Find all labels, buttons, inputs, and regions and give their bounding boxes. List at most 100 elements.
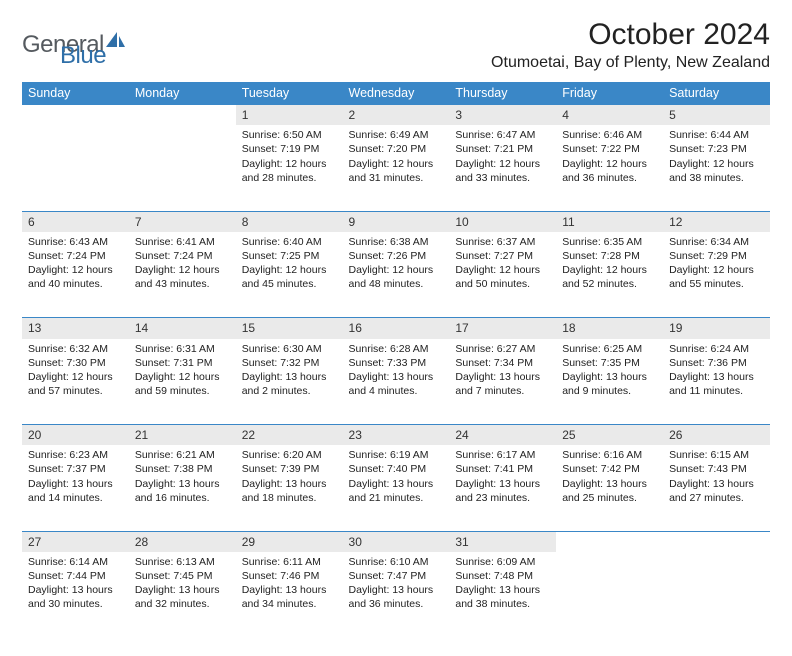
daylight-line: Daylight: 13 hours and 34 minutes. <box>242 583 337 611</box>
sunset-line: Sunset: 7:48 PM <box>455 569 550 583</box>
sunrise-line: Sunrise: 6:49 AM <box>349 128 444 142</box>
sunset-line: Sunset: 7:36 PM <box>669 356 764 370</box>
sunset-line: Sunset: 7:43 PM <box>669 462 764 476</box>
calendar-header-cell: Monday <box>129 82 236 105</box>
sunset-line: Sunset: 7:45 PM <box>135 569 230 583</box>
day-number-cell <box>129 105 236 126</box>
daylight-line: Daylight: 12 hours and 57 minutes. <box>28 370 123 398</box>
daylight-line: Daylight: 12 hours and 45 minutes. <box>242 263 337 291</box>
sunset-line: Sunset: 7:20 PM <box>349 142 444 156</box>
sunrise-line: Sunrise: 6:41 AM <box>135 235 230 249</box>
day-number-cell: 15 <box>236 318 343 339</box>
sunrise-line: Sunrise: 6:37 AM <box>455 235 550 249</box>
day-number-cell <box>663 531 770 552</box>
day-number-cell: 4 <box>556 105 663 126</box>
day-number-cell: 16 <box>343 318 450 339</box>
sunset-line: Sunset: 7:44 PM <box>28 569 123 583</box>
location: Otumoetai, Bay of Plenty, New Zealand <box>491 54 770 72</box>
day-content-cell: Sunrise: 6:11 AMSunset: 7:46 PMDaylight:… <box>236 552 343 638</box>
day-content-cell: Sunrise: 6:49 AMSunset: 7:20 PMDaylight:… <box>343 125 450 211</box>
sunrise-line: Sunrise: 6:13 AM <box>135 555 230 569</box>
daylight-line: Daylight: 12 hours and 28 minutes. <box>242 157 337 185</box>
day-content-cell: Sunrise: 6:20 AMSunset: 7:39 PMDaylight:… <box>236 445 343 531</box>
day-number-cell: 3 <box>449 105 556 126</box>
daylight-line: Daylight: 13 hours and 27 minutes. <box>669 477 764 505</box>
daylight-line: Daylight: 13 hours and 32 minutes. <box>135 583 230 611</box>
day-content-cell: Sunrise: 6:44 AMSunset: 7:23 PMDaylight:… <box>663 125 770 211</box>
day-number-cell <box>22 105 129 126</box>
calendar-daynum-row: 13141516171819 <box>22 318 770 339</box>
day-number-cell <box>556 531 663 552</box>
sunset-line: Sunset: 7:28 PM <box>562 249 657 263</box>
day-content-cell <box>663 552 770 638</box>
sunset-line: Sunset: 7:25 PM <box>242 249 337 263</box>
daylight-line: Daylight: 13 hours and 14 minutes. <box>28 477 123 505</box>
day-content-cell: Sunrise: 6:31 AMSunset: 7:31 PMDaylight:… <box>129 339 236 425</box>
sunset-line: Sunset: 7:40 PM <box>349 462 444 476</box>
day-content-cell: Sunrise: 6:21 AMSunset: 7:38 PMDaylight:… <box>129 445 236 531</box>
day-content-cell: Sunrise: 6:40 AMSunset: 7:25 PMDaylight:… <box>236 232 343 318</box>
sunrise-line: Sunrise: 6:27 AM <box>455 342 550 356</box>
daylight-line: Daylight: 12 hours and 55 minutes. <box>669 263 764 291</box>
day-content-cell: Sunrise: 6:17 AMSunset: 7:41 PMDaylight:… <box>449 445 556 531</box>
sunrise-line: Sunrise: 6:38 AM <box>349 235 444 249</box>
calendar-header-cell: Wednesday <box>343 82 450 105</box>
day-content-cell: Sunrise: 6:15 AMSunset: 7:43 PMDaylight:… <box>663 445 770 531</box>
sunset-line: Sunset: 7:47 PM <box>349 569 444 583</box>
logo-text-blue: Blue <box>60 42 106 70</box>
sunset-line: Sunset: 7:19 PM <box>242 142 337 156</box>
calendar-table: SundayMondayTuesdayWednesdayThursdayFrid… <box>22 82 770 638</box>
day-content-cell: Sunrise: 6:13 AMSunset: 7:45 PMDaylight:… <box>129 552 236 638</box>
calendar-content-row: Sunrise: 6:14 AMSunset: 7:44 PMDaylight:… <box>22 552 770 638</box>
daylight-line: Daylight: 12 hours and 36 minutes. <box>562 157 657 185</box>
sunrise-line: Sunrise: 6:50 AM <box>242 128 337 142</box>
calendar-header-cell: Friday <box>556 82 663 105</box>
day-content-cell: Sunrise: 6:14 AMSunset: 7:44 PMDaylight:… <box>22 552 129 638</box>
sunrise-line: Sunrise: 6:34 AM <box>669 235 764 249</box>
calendar-daynum-row: 12345 <box>22 105 770 126</box>
day-number-cell: 30 <box>343 531 450 552</box>
calendar-daynum-row: 2728293031 <box>22 531 770 552</box>
calendar-daynum-row: 6789101112 <box>22 211 770 232</box>
day-content-cell: Sunrise: 6:16 AMSunset: 7:42 PMDaylight:… <box>556 445 663 531</box>
day-content-cell: Sunrise: 6:37 AMSunset: 7:27 PMDaylight:… <box>449 232 556 318</box>
daylight-line: Daylight: 12 hours and 50 minutes. <box>455 263 550 291</box>
calendar-header-row: SundayMondayTuesdayWednesdayThursdayFrid… <box>22 82 770 105</box>
sunrise-line: Sunrise: 6:11 AM <box>242 555 337 569</box>
sunset-line: Sunset: 7:22 PM <box>562 142 657 156</box>
daylight-line: Daylight: 12 hours and 38 minutes. <box>669 157 764 185</box>
sunset-line: Sunset: 7:46 PM <box>242 569 337 583</box>
day-number-cell: 27 <box>22 531 129 552</box>
sunset-line: Sunset: 7:38 PM <box>135 462 230 476</box>
daylight-line: Daylight: 12 hours and 31 minutes. <box>349 157 444 185</box>
sunset-line: Sunset: 7:29 PM <box>669 249 764 263</box>
sunrise-line: Sunrise: 6:20 AM <box>242 448 337 462</box>
day-number-cell: 10 <box>449 211 556 232</box>
day-number-cell: 12 <box>663 211 770 232</box>
day-number-cell: 7 <box>129 211 236 232</box>
daylight-line: Daylight: 12 hours and 43 minutes. <box>135 263 230 291</box>
calendar-header-cell: Sunday <box>22 82 129 105</box>
day-content-cell: Sunrise: 6:47 AMSunset: 7:21 PMDaylight:… <box>449 125 556 211</box>
sunrise-line: Sunrise: 6:21 AM <box>135 448 230 462</box>
day-number-cell: 29 <box>236 531 343 552</box>
sunrise-line: Sunrise: 6:16 AM <box>562 448 657 462</box>
sunset-line: Sunset: 7:42 PM <box>562 462 657 476</box>
calendar-content-row: Sunrise: 6:23 AMSunset: 7:37 PMDaylight:… <box>22 445 770 531</box>
sunset-line: Sunset: 7:23 PM <box>669 142 764 156</box>
calendar-header-cell: Tuesday <box>236 82 343 105</box>
sunrise-line: Sunrise: 6:25 AM <box>562 342 657 356</box>
sunrise-line: Sunrise: 6:09 AM <box>455 555 550 569</box>
day-content-cell: Sunrise: 6:09 AMSunset: 7:48 PMDaylight:… <box>449 552 556 638</box>
header: General Blue October 2024 Otumoetai, Bay… <box>22 18 770 72</box>
day-content-cell <box>22 125 129 211</box>
day-number-cell: 2 <box>343 105 450 126</box>
sunset-line: Sunset: 7:27 PM <box>455 249 550 263</box>
day-content-cell: Sunrise: 6:46 AMSunset: 7:22 PMDaylight:… <box>556 125 663 211</box>
daylight-line: Daylight: 13 hours and 9 minutes. <box>562 370 657 398</box>
day-content-cell: Sunrise: 6:19 AMSunset: 7:40 PMDaylight:… <box>343 445 450 531</box>
day-content-cell: Sunrise: 6:25 AMSunset: 7:35 PMDaylight:… <box>556 339 663 425</box>
logo: General Blue <box>22 22 162 68</box>
day-number-cell: 8 <box>236 211 343 232</box>
day-content-cell: Sunrise: 6:23 AMSunset: 7:37 PMDaylight:… <box>22 445 129 531</box>
